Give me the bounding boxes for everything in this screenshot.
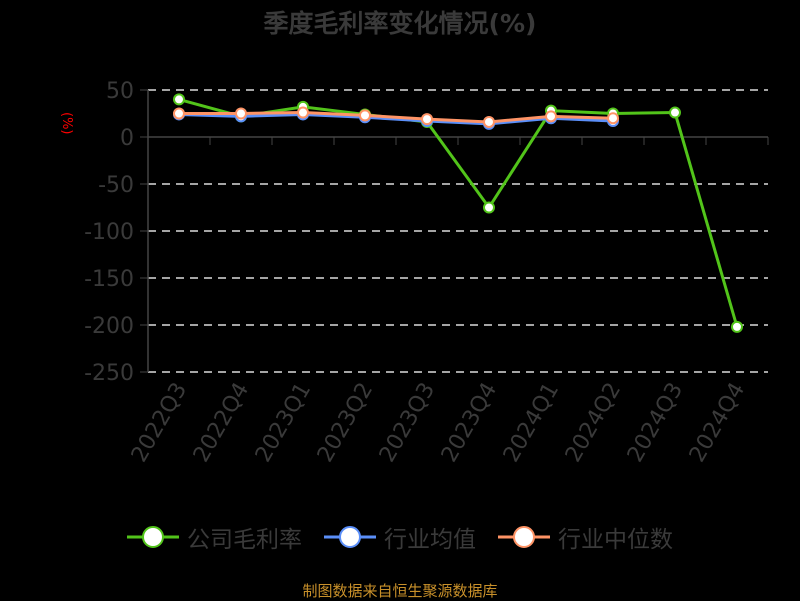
legend-marker-icon [324,526,376,548]
svg-text:-100: -100 [84,220,134,245]
svg-text:2023Q4: 2023Q4 [437,379,502,467]
svg-text:-250: -250 [84,361,134,386]
svg-text:2024Q2: 2024Q2 [561,379,626,467]
svg-text:0: 0 [120,126,134,151]
svg-text:-200: -200 [84,314,134,339]
chart-title: 季度毛利率变化情况(%) [263,9,537,38]
svg-text:2024Q4: 2024Q4 [685,379,750,467]
svg-text:2022Q3: 2022Q3 [127,379,192,467]
legend-item-industry-median[interactable]: 行业中位数 [498,520,673,554]
legend-item-company[interactable]: 公司毛利率 [127,520,302,554]
svg-text:2024Q1: 2024Q1 [499,379,564,467]
svg-text:-150: -150 [84,267,134,292]
svg-text:2024Q3: 2024Q3 [623,379,688,467]
svg-text:2022Q4: 2022Q4 [189,379,254,467]
svg-text:2023Q3: 2023Q3 [375,379,440,467]
svg-text:2023Q1: 2023Q1 [251,379,316,467]
legend: 公司毛利率 行业均值 行业中位数 [0,520,800,554]
axes: 50 0 -50 -100 -150 -200 -2502022Q32022Q42023Q1… [84,79,769,467]
grid-lines [148,89,768,373]
svg-text:50: 50 [106,79,134,104]
svg-text:-50: -50 [98,173,134,198]
legend-marker-icon [498,526,550,548]
series-lines [173,93,743,333]
legend-marker-icon [127,526,179,548]
legend-item-industry-avg[interactable]: 行业均值 [324,520,476,554]
data-source-note: 制图数据来自恒生聚源数据库 [302,582,498,600]
svg-text:2023Q2: 2023Q2 [313,379,378,467]
